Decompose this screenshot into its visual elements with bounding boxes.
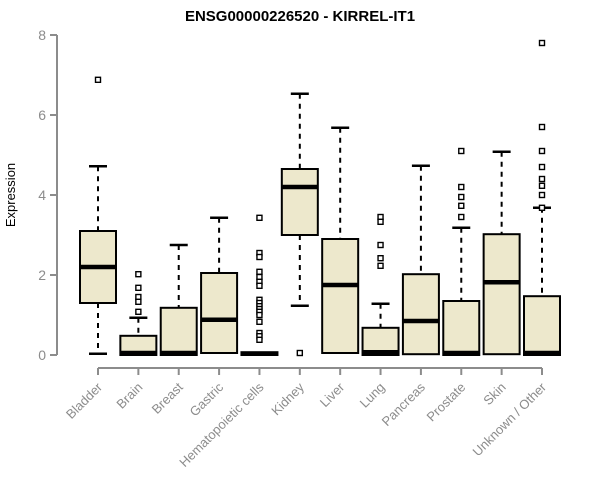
- outlier-point: [538, 175, 546, 183]
- box: [280, 168, 319, 236]
- outlier-point: [458, 202, 465, 210]
- outlier-point: [256, 268, 263, 275]
- y-tick-label: 2: [38, 267, 46, 283]
- x-tick-label: Lung: [357, 380, 388, 411]
- y-tick-label: 4: [38, 187, 46, 203]
- outlier-point: [538, 163, 546, 171]
- x-tick-label: Unknown / Other: [470, 379, 550, 459]
- outlier-point: [538, 191, 546, 199]
- box: [442, 300, 481, 356]
- outlier-point: [135, 298, 142, 305]
- x-tick-label: Brain: [113, 380, 145, 412]
- outlier-point: [296, 349, 304, 357]
- outlier-point: [377, 218, 384, 226]
- x-tick-label: Pancreas: [379, 379, 429, 429]
- box: [523, 295, 561, 357]
- outlier-point: [458, 147, 465, 155]
- outlier-point: [135, 284, 142, 291]
- outlier-point: [256, 282, 263, 289]
- x-tick-label: Skin: [480, 380, 508, 408]
- y-tick-label: 6: [38, 107, 46, 123]
- outlier-point: [538, 39, 546, 47]
- outlier-point: [256, 336, 263, 343]
- outlier-point: [377, 262, 384, 269]
- outlier-point: [458, 193, 465, 201]
- outlier-point: [538, 123, 546, 131]
- outlier-point: [135, 308, 142, 315]
- box: [401, 273, 440, 356]
- outlier-point: [135, 271, 142, 278]
- x-tick-label: Prostate: [424, 380, 469, 425]
- outlier-point: [256, 311, 263, 319]
- x-tick-label: Gastric: [186, 379, 226, 419]
- outlier-point: [538, 147, 546, 155]
- box: [321, 238, 360, 354]
- outlier-point: [538, 182, 546, 190]
- outlier-point: [256, 318, 263, 325]
- box: [159, 306, 198, 356]
- outlier-point: [538, 204, 546, 212]
- x-tick-label: Liver: [317, 379, 348, 410]
- outlier-point: [377, 254, 384, 262]
- y-tick-label: 0: [38, 347, 46, 363]
- chart-title: ENSG00000226520 - KIRREL-IT1: [185, 8, 415, 25]
- outlier-point: [256, 253, 263, 261]
- y-tick-label: 8: [38, 27, 46, 43]
- outlier-point: [458, 213, 465, 221]
- outlier-point: [94, 76, 102, 84]
- x-tick-label: Breast: [149, 379, 186, 416]
- outlier-point: [377, 241, 384, 249]
- x-tick-label: Kidney: [268, 379, 307, 418]
- box: [200, 272, 239, 354]
- x-tick-label: Bladder: [63, 379, 106, 422]
- outlier-point: [458, 183, 465, 191]
- box: [482, 233, 521, 356]
- outlier-point: [256, 214, 263, 222]
- y-axis-label: Expression: [3, 163, 18, 227]
